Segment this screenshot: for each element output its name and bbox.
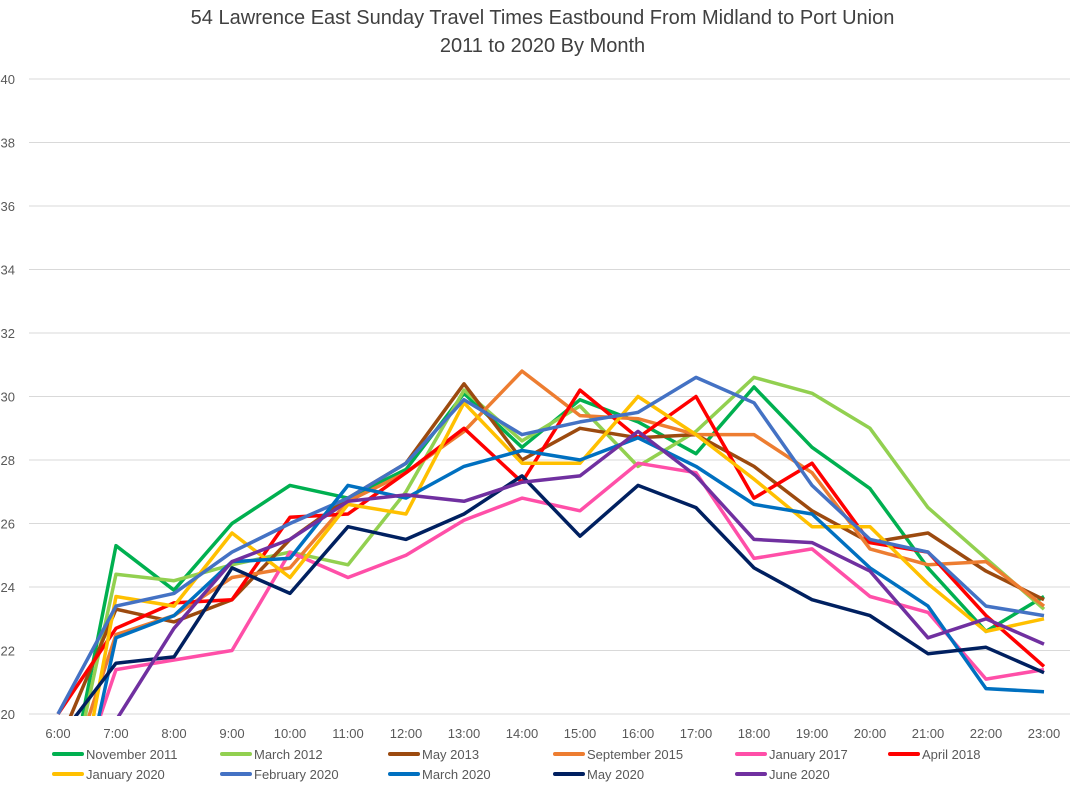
chart-subtitle: 2011 to 2020 By Month (439, 35, 646, 57)
series-line-march-2012 (83, 375, 1046, 716)
legend-item: March 2012 (220, 747, 388, 762)
legend-label: May 2020 (587, 766, 645, 782)
legend-label: March 2012 (254, 746, 323, 762)
x-tick-label: 10:00 (274, 726, 307, 741)
legend: November 2011 March 2012 May 2013 September… (52, 744, 1062, 784)
legend-label: May 2013 (422, 746, 480, 762)
legend-label: March 2020 (422, 766, 491, 782)
x-tick-label: 9:00 (219, 726, 244, 741)
x-tick-label: 21:00 (912, 726, 945, 741)
legend-label: September 2015 (587, 746, 684, 762)
legend-swatch (553, 772, 585, 776)
legend-item: February 2020 (220, 767, 388, 782)
x-tick-label: 11:00 (332, 726, 364, 741)
x-tick-label: 23:00 (1028, 726, 1061, 741)
y-tick-label: 32 (1, 326, 15, 341)
x-tick-label: 12:00 (390, 726, 423, 741)
y-tick-label: 20 (1, 707, 15, 722)
legend-swatch (388, 752, 420, 756)
legend-swatch (388, 772, 420, 776)
legend-swatch (888, 752, 920, 756)
legend-item: May 2020 (553, 767, 735, 782)
legend-label: January 2017 (769, 746, 848, 762)
x-tick-label: 19:00 (796, 726, 829, 741)
legend-item: September 2015 (553, 747, 735, 762)
legend-row: January 2020 February 2020 March 2020 May 2… (52, 764, 1062, 784)
y-tick-label: 28 (1, 453, 15, 468)
legend-label: November 2011 (86, 746, 178, 762)
y-tick-label: 26 (1, 517, 15, 532)
y-tick-label: 40 (1, 72, 15, 87)
legend-item: March 2020 (388, 767, 553, 782)
legend-swatch (735, 772, 767, 776)
x-axis-tick-labels: 6:00 7:00 8:00 9:00 10:00 11:00 12:00 13:00 14:0… (45, 726, 1060, 741)
legend-swatch (52, 772, 84, 776)
legend-swatch (52, 752, 84, 756)
legend-swatch (220, 752, 252, 756)
x-tick-label: 22:00 (970, 726, 1003, 741)
legend-label: January 2020 (86, 766, 165, 782)
x-tick-label: 18:00 (738, 726, 771, 741)
y-tick-label: 34 (1, 263, 15, 278)
x-tick-label: 20:00 (854, 726, 887, 741)
legend-swatch (553, 752, 585, 756)
series-line-april-2018 (56, 388, 1046, 715)
legend-label: February 2020 (254, 766, 339, 782)
legend-item: January 2017 (735, 747, 888, 762)
legend-item: June 2020 (735, 767, 888, 782)
legend-label: April 2018 (922, 746, 981, 762)
x-tick-label: 15:00 (564, 726, 597, 741)
series-line-january-2017 (98, 461, 1045, 716)
series-line-february-2020 (56, 375, 1045, 715)
x-tick-label: 14:00 (506, 726, 539, 741)
x-tick-label: 13:00 (448, 726, 481, 741)
y-tick-label: 24 (1, 580, 15, 595)
legend-swatch (220, 772, 252, 776)
x-tick-label: 8:00 (161, 726, 186, 741)
y-tick-label: 38 (1, 136, 15, 151)
x-tick-label: 16:00 (622, 726, 655, 741)
chart-title: 54 Lawrence East Sunday Travel Times Eas… (190, 7, 895, 29)
legend-item: November 2011 (52, 747, 220, 762)
legend-item: January 2020 (52, 767, 220, 782)
series-line-june-2020 (116, 429, 1045, 716)
series-line-march-2020 (97, 436, 1045, 716)
legend-label: June 2020 (769, 766, 830, 782)
series-lines (56, 369, 1046, 716)
legend-swatch (735, 752, 767, 756)
y-tick-label: 30 (1, 390, 15, 405)
legend-item: April 2018 (888, 747, 1056, 762)
series-line-january-2020 (91, 394, 1045, 716)
y-tick-label: 22 (1, 644, 15, 659)
x-tick-label: 7:00 (103, 726, 128, 741)
y-axis-tick-labels: 20 22 24 26 28 30 32 34 36 38 40 (1, 72, 15, 722)
legend-item: May 2013 (388, 747, 553, 762)
series-line-may-2020 (73, 474, 1045, 716)
legend-row: November 2011 March 2012 May 2013 September… (52, 744, 1062, 764)
y-tick-label: 36 (1, 199, 15, 214)
x-tick-label: 17:00 (680, 726, 713, 741)
x-tick-label: 6:00 (45, 726, 70, 741)
